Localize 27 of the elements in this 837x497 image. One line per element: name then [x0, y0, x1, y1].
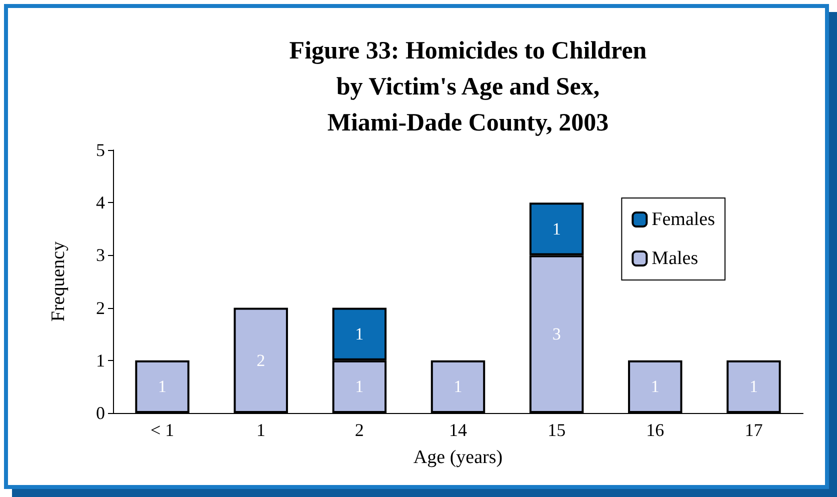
y-tick-label: 1: [96, 350, 105, 370]
data-label: 1: [749, 377, 758, 396]
x-tick-label: 2: [354, 420, 364, 440]
y-tick-label: 2: [96, 298, 105, 318]
y-axis-title: Frequency: [48, 240, 69, 322]
x-axis-title: Age (years): [413, 447, 503, 468]
data-label: 1: [650, 377, 660, 396]
y-tick-label: 0: [96, 403, 105, 423]
chart-title: Figure 33: Homicides to Children by Victim's Age and Sex, Miami-Dade County, 2003: [289, 38, 647, 136]
x-tick-label: 14: [449, 420, 467, 440]
y-tick-label: 5: [96, 140, 105, 160]
x-tick-label: 16: [646, 420, 664, 440]
data-label: 1: [454, 377, 462, 396]
x-tick-label: < 1: [150, 420, 174, 440]
data-label: 1: [355, 377, 364, 396]
data-label: 3: [552, 324, 561, 344]
x-tick-label: 1: [256, 420, 266, 440]
data-label: 1: [552, 219, 561, 238]
y-tick-label: 3: [96, 245, 105, 266]
x-tick-label: 15: [548, 420, 566, 440]
x-tick-label: 17: [744, 420, 763, 440]
data-label: 1: [355, 324, 364, 344]
data-label: 1: [158, 377, 167, 396]
legend-label: Males: [652, 248, 698, 269]
y-tick-label: 4: [96, 192, 105, 213]
legend-label: Females: [652, 209, 716, 230]
data-label: 2: [256, 350, 266, 370]
